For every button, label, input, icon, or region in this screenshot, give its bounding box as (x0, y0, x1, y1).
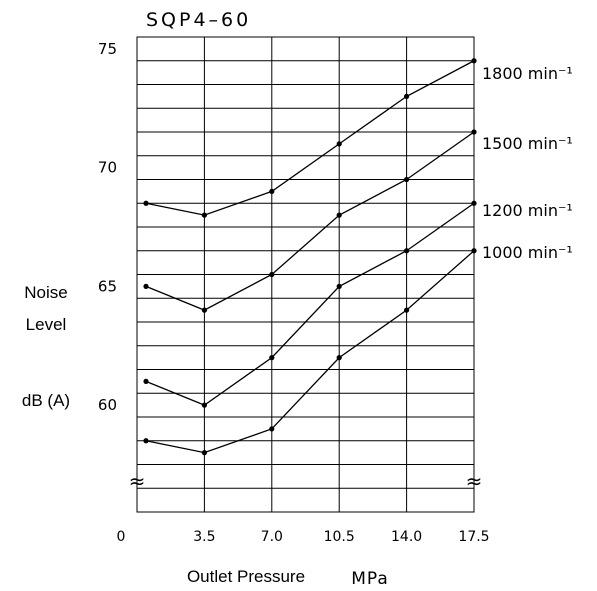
series-label: 1500 min⁻¹ (482, 134, 573, 153)
x-tick-label: 10.5 (324, 529, 355, 545)
data-point (143, 378, 149, 384)
data-point (471, 200, 477, 206)
data-point (336, 141, 342, 147)
series-3 (143, 248, 477, 456)
data-point (143, 200, 149, 206)
y-axis-label-line-2: Level (26, 315, 67, 334)
series-labels: 1800 min⁻¹ 1500 min⁻¹ 1200 min⁻¹ 1000 min⁻¹ (482, 64, 573, 262)
data-point (404, 176, 410, 183)
series-label: 1800 min⁻¹ (482, 64, 573, 83)
x-tick-labels: 0 3.5 7.0 10.5 14.0 17.5 (117, 529, 490, 545)
data-point (471, 58, 477, 64)
series-label: 1000 min⁻¹ (482, 243, 573, 262)
x-tick-label: 17.5 (458, 529, 489, 545)
data-point (201, 402, 207, 408)
x-tick-label: 0 (117, 529, 126, 545)
data-point (404, 93, 410, 99)
x-tick-label: 3.5 (193, 529, 215, 545)
series-line (145, 202, 475, 406)
y-tick-labels: 60 65 70 75 (98, 40, 117, 414)
x-tick-label: 7.0 (261, 529, 283, 545)
data-point (404, 307, 410, 313)
data-point (336, 212, 342, 218)
data-point (269, 355, 275, 361)
x-axis-unit: MPa (351, 569, 389, 589)
series-line (145, 131, 475, 311)
data-point (269, 188, 275, 194)
data-point (143, 283, 149, 289)
data-point (201, 450, 207, 456)
data-point (269, 271, 275, 278)
series-line (145, 60, 475, 216)
data-point (201, 212, 207, 218)
data-point (404, 248, 410, 254)
y-axis-label: Noise Level dB (A) (22, 283, 70, 410)
axis-break-marks: ≈ ≈ (129, 469, 483, 493)
chart-title: SQP4–60 (146, 9, 251, 31)
data-point (143, 438, 149, 444)
data-point (336, 283, 342, 289)
series-line (145, 250, 475, 454)
plot-grid (136, 36, 475, 513)
y-tick-label: 60 (98, 396, 117, 414)
series-1 (143, 129, 477, 313)
y-tick-label: 65 (98, 277, 117, 295)
y-axis-label-line-1: Noise (24, 283, 67, 302)
series-0 (143, 58, 477, 218)
data-point (336, 355, 342, 361)
series-label: 1200 min⁻¹ (482, 201, 573, 220)
x-axis-label: Outlet Pressure MPa (187, 567, 389, 589)
series-2 (143, 200, 477, 408)
x-tick-label: 14.0 (391, 529, 422, 545)
data-point (269, 426, 275, 432)
x-axis-label-text: Outlet Pressure (187, 567, 305, 586)
data-point (201, 307, 207, 313)
axis-break-right: ≈ (466, 469, 483, 493)
y-axis-unit: dB (A) (22, 391, 70, 410)
data-point (471, 129, 477, 135)
data-point (471, 248, 477, 254)
y-tick-label: 75 (98, 40, 117, 58)
axis-break-left: ≈ (129, 469, 146, 493)
y-tick-label: 70 (98, 159, 117, 177)
series-lines (143, 58, 477, 456)
